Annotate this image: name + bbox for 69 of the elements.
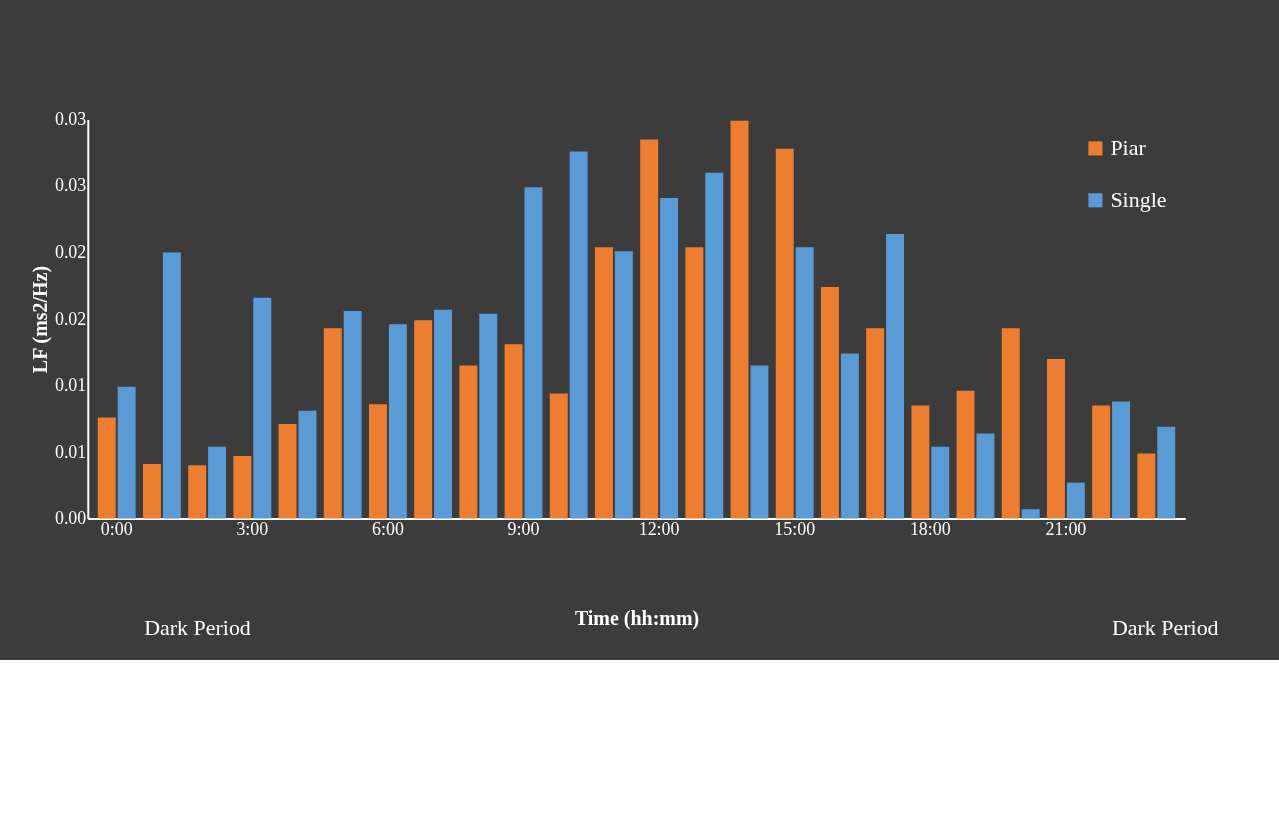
bar <box>730 120 749 519</box>
x-tick-label: 0:00 <box>100 519 133 540</box>
y-tick-label: 0.02 <box>54 308 87 329</box>
bar <box>1092 405 1111 519</box>
legend-label: Piar <box>1110 135 1147 161</box>
x-tick-label: 12:00 <box>638 519 680 540</box>
bar <box>1112 401 1131 519</box>
y-tick-label: 0.03 <box>54 108 87 129</box>
bar <box>569 151 588 519</box>
bar <box>1137 453 1156 519</box>
bar <box>594 247 613 519</box>
bar <box>886 233 905 519</box>
y-tick-label: 0.03 <box>54 175 87 196</box>
bar <box>208 446 227 519</box>
text: Dark Period <box>1111 615 1219 641</box>
y-tick-label: 0.01 <box>54 441 87 462</box>
bar <box>614 251 633 519</box>
bar <box>705 172 724 519</box>
bar <box>479 313 498 519</box>
bar <box>750 365 769 519</box>
x-tick-label: 3:00 <box>236 519 269 540</box>
bar <box>188 465 207 519</box>
legend-label: Single <box>1110 187 1167 213</box>
bar <box>840 353 859 519</box>
bar <box>640 139 659 519</box>
bar <box>956 390 975 519</box>
bar <box>97 417 116 519</box>
x-tick-label: 6:00 <box>371 519 404 540</box>
bar <box>549 393 568 519</box>
bar <box>278 424 297 519</box>
bar <box>775 148 794 519</box>
bar <box>911 405 930 519</box>
text: Dark Period <box>144 615 251 641</box>
x-axis-title: Time (hh:mm) <box>574 606 700 630</box>
x-tick-label: 9:00 <box>507 519 540 540</box>
bar <box>976 433 995 519</box>
bar <box>504 344 523 519</box>
bar <box>1157 426 1176 519</box>
bar <box>162 252 181 519</box>
bar <box>233 456 252 519</box>
x-tick-label: 15:00 <box>774 519 816 540</box>
y-tick-label: 0.02 <box>54 242 87 262</box>
bar <box>253 297 272 519</box>
bar <box>1021 509 1040 519</box>
bar <box>524 187 543 519</box>
bar <box>685 247 704 519</box>
bar <box>343 311 362 519</box>
bar <box>298 410 317 519</box>
bar <box>117 386 136 519</box>
bar <box>414 320 433 519</box>
y-tick-label: 0.00 <box>54 508 87 529</box>
bar <box>931 446 950 519</box>
y-tick-label: 0.01 <box>54 375 87 396</box>
bar <box>820 287 839 519</box>
y-axis-title: LF (ms2/Hz) <box>28 265 52 374</box>
bar <box>143 464 161 519</box>
bar <box>795 247 814 519</box>
bar <box>388 324 407 519</box>
bar <box>1001 328 1020 519</box>
bar <box>368 404 387 519</box>
x-tick-label: 21:00 <box>1045 519 1087 540</box>
bar <box>459 365 478 519</box>
bar <box>660 197 679 519</box>
x-tick-label: 18:00 <box>909 519 951 540</box>
bar <box>434 309 453 519</box>
bar <box>323 328 342 519</box>
bar <box>1046 358 1065 519</box>
bar <box>1066 482 1085 519</box>
bar <box>866 328 885 519</box>
